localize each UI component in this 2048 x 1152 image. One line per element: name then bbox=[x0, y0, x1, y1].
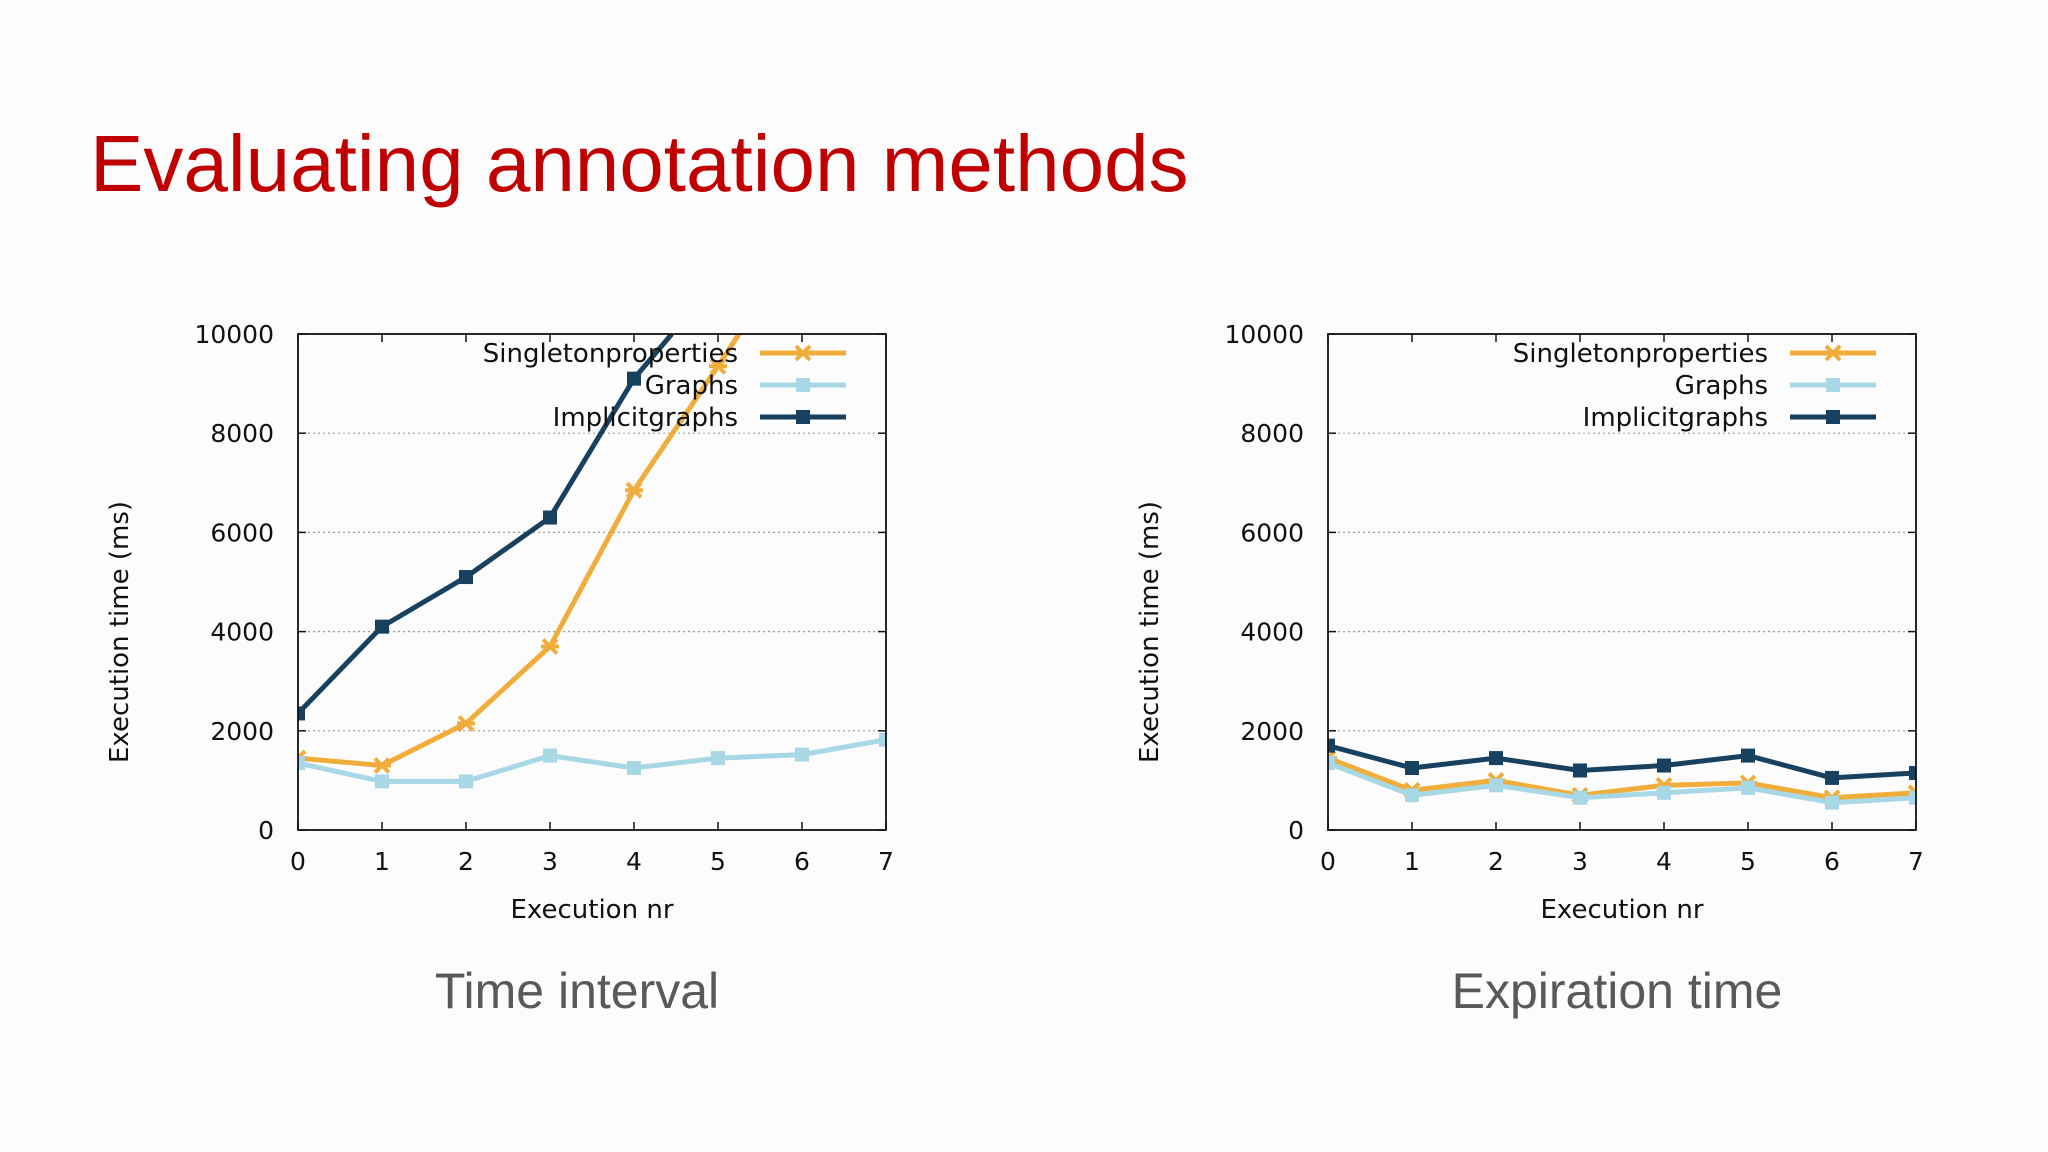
expiration-time-series-implicitgraphs-line bbox=[1328, 743, 1916, 781]
expiration-time-chart: 0 2000 4000 6000 8000 10000 0 1 2 3 4 5 6 7 Singletonp… bbox=[1030, 300, 1990, 940]
time-interval-legend-label: Implicitgraphs bbox=[553, 403, 738, 433]
expiration-time-plot-frame bbox=[1327, 333, 1917, 831]
expiration-time-legend-label: Implicitgraphs bbox=[1583, 403, 1768, 433]
time-interval-series-graphs-point bbox=[711, 751, 725, 766]
time-interval-plot-area bbox=[298, 334, 886, 789]
expiration-time-series-implicitgraphs-point bbox=[1657, 758, 1671, 773]
expiration-time-legend-label: Singletonproperties bbox=[1513, 339, 1768, 369]
expiration-time-series-implicitgraphs-point bbox=[1741, 748, 1755, 763]
expiration-time-x-tick-label: 5 bbox=[1740, 847, 1756, 876]
time-interval-legend-marker bbox=[796, 410, 810, 424]
expiration-time-x-tick-label: 6 bbox=[1824, 847, 1840, 876]
time-interval-x-tick-label: 3 bbox=[542, 847, 558, 876]
time-interval-series-graphs-point bbox=[627, 761, 641, 775]
expiration-time-series-graphs-point bbox=[1825, 795, 1839, 810]
expiration-time-series-graphs-point bbox=[1405, 788, 1419, 803]
expiration-time-y-tick-label: 4000 bbox=[1240, 618, 1304, 647]
time-interval-series-implicitgraphs-point bbox=[375, 619, 389, 634]
time-interval-x-tick-label: 2 bbox=[458, 847, 474, 876]
expiration-time-x-tick-label: 4 bbox=[1656, 847, 1672, 876]
time-interval-x-tick-label: 1 bbox=[374, 847, 390, 876]
expiration-time-chart-svg: 0 2000 4000 6000 8000 10000 0 1 2 3 4 5 6 7 Singletonp… bbox=[1135, 320, 1924, 925]
expiration-time-caption: Expiration time bbox=[1451, 963, 1783, 1019]
expiration-time-series-graphs-point bbox=[1741, 780, 1755, 795]
time-interval-series-singletonproperties-point bbox=[457, 714, 475, 732]
time-interval-series-implicitgraphs-point bbox=[543, 510, 557, 525]
time-interval-series-singletonproperties-point bbox=[541, 638, 559, 655]
expiration-time-y-axis-title: Execution time (ms) bbox=[1135, 501, 1165, 763]
expiration-time-series-implicitgraphs-point bbox=[1489, 751, 1503, 766]
time-interval-series-implicitgraphs-point bbox=[459, 570, 473, 585]
time-interval-series-graphs-point bbox=[298, 756, 305, 771]
time-interval-series-graphs-line bbox=[298, 737, 886, 784]
time-interval-y-tick-label: 6000 bbox=[210, 518, 274, 547]
expiration-time-series-implicitgraphs-point bbox=[1328, 738, 1335, 753]
time-interval-series-implicitgraphs-point bbox=[298, 706, 305, 721]
time-interval-series-singletonproperties-point bbox=[625, 481, 643, 499]
time-interval-x-axis-title: Execution nr bbox=[510, 895, 673, 925]
expiration-time-series-graphs-point bbox=[1573, 790, 1587, 805]
expiration-time-legend-label: Graphs bbox=[1675, 371, 1768, 401]
expiration-time-legend-marker bbox=[1824, 344, 1842, 362]
time-interval-y-tick-label: 8000 bbox=[210, 419, 274, 448]
expiration-time-series-graphs-point bbox=[1489, 778, 1503, 793]
time-interval-series-singletonproperties-point bbox=[709, 357, 727, 375]
time-interval-x-tick-label: 0 bbox=[290, 847, 306, 876]
time-interval-legend-label: Singletonproperties bbox=[483, 339, 738, 369]
expiration-time-y-tick-label: 2000 bbox=[1240, 717, 1304, 746]
slide-title: Evaluating annotation methods bbox=[90, 119, 1189, 208]
expiration-time-series-implicitgraphs-point bbox=[1405, 761, 1419, 775]
expiration-time-legend-marker bbox=[1826, 378, 1840, 392]
expiration-time-y-tick-label: 8000 bbox=[1240, 419, 1304, 448]
expiration-time-series-implicitgraphs-point bbox=[1573, 763, 1587, 778]
expiration-time-legend-marker bbox=[1826, 410, 1840, 424]
expiration-time-series-graphs-point bbox=[1328, 756, 1335, 771]
time-interval-caption: Time interval bbox=[434, 963, 720, 1019]
expiration-time-y-tick-label: 0 bbox=[1288, 816, 1304, 845]
time-interval-series-graphs-point bbox=[879, 732, 886, 747]
expiration-time-x-tick-label: 7 bbox=[1908, 847, 1924, 876]
expiration-time-x-axis-title: Execution nr bbox=[1540, 895, 1703, 925]
expiration-time-series-implicitgraphs-point bbox=[1825, 770, 1839, 785]
time-interval-legend-marker bbox=[794, 344, 812, 362]
expiration-time-y-tick-label: 10000 bbox=[1224, 320, 1304, 349]
time-interval-series-graphs-point bbox=[459, 774, 473, 789]
time-interval-x-tick-label: 6 bbox=[794, 847, 810, 876]
expiration-time-series-implicitgraphs-point bbox=[1909, 765, 1916, 780]
time-interval-y-axis-title: Execution time (ms) bbox=[105, 501, 135, 763]
time-interval-series-graphs-point bbox=[795, 747, 809, 762]
expiration-time-x-tick-label: 0 bbox=[1320, 847, 1336, 876]
time-interval-x-tick-label: 7 bbox=[878, 847, 894, 876]
time-interval-series-implicitgraphs-point bbox=[627, 371, 641, 386]
time-interval-y-tick-label: 4000 bbox=[210, 618, 274, 647]
expiration-time-series-graphs-point bbox=[1909, 790, 1916, 805]
time-interval-series-graphs-point bbox=[375, 774, 389, 789]
time-interval-series-graphs-point bbox=[543, 748, 557, 763]
time-interval-chart-svg: 0 2000 4000 6000 8000 10000 0 1 2 3 4 5 6 7 Singletonp… bbox=[105, 320, 894, 925]
time-interval-y-tick-label: 10000 bbox=[194, 320, 274, 349]
expiration-time-series-singletonproperties-line bbox=[1328, 755, 1916, 801]
time-interval-x-tick-label: 5 bbox=[710, 847, 726, 876]
expiration-time-x-tick-label: 2 bbox=[1488, 847, 1504, 876]
time-interval-series-singletonproperties-point bbox=[373, 757, 391, 774]
time-interval-y-tick-label: 2000 bbox=[210, 717, 274, 746]
time-interval-y-tick-label: 0 bbox=[258, 816, 274, 845]
expiration-time-series-graphs-line bbox=[1328, 760, 1916, 806]
time-interval-plot-frame bbox=[297, 333, 887, 831]
time-interval-legend-marker bbox=[796, 378, 810, 392]
time-interval-chart: 0 2000 4000 6000 8000 10000 0 1 2 3 4 5 6 7 Singletonp… bbox=[0, 300, 960, 940]
expiration-time-x-tick-label: 1 bbox=[1404, 847, 1420, 876]
expiration-time-plot-area bbox=[1328, 738, 1916, 810]
expiration-time-series-graphs-point bbox=[1657, 785, 1671, 800]
time-interval-series-implicitgraphs-line bbox=[298, 334, 674, 716]
time-interval-x-tick-label: 4 bbox=[626, 847, 642, 876]
time-interval-legend-label: Graphs bbox=[645, 371, 738, 401]
expiration-time-x-tick-label: 3 bbox=[1572, 847, 1588, 876]
expiration-time-y-tick-label: 6000 bbox=[1240, 518, 1304, 547]
